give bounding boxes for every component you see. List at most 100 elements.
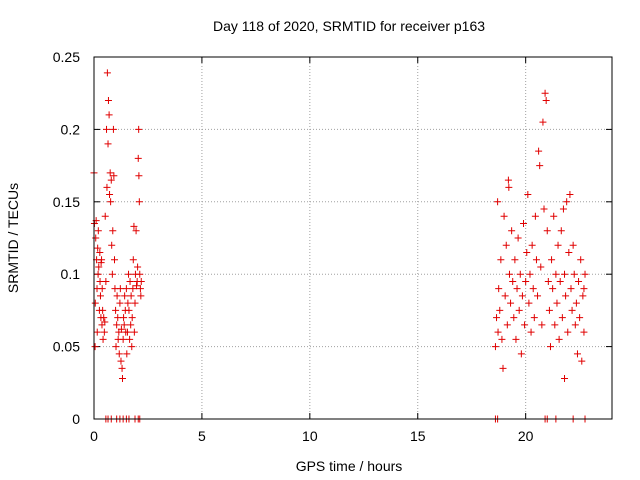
data-point (100, 328, 108, 336)
data-point (568, 306, 576, 314)
data-point (102, 277, 110, 285)
data-point (498, 335, 506, 343)
data-point (106, 169, 114, 177)
data-point (98, 285, 106, 293)
data-point (122, 285, 130, 293)
data-point (515, 306, 523, 314)
data-point (579, 292, 587, 300)
data-point (499, 364, 507, 372)
grid-lines (94, 57, 612, 419)
data-point (106, 191, 114, 199)
y-axis-label: SRMTID / TECUs (5, 183, 21, 293)
data-point (508, 227, 516, 235)
data-point (541, 89, 549, 97)
data-point (125, 306, 133, 314)
data-point (494, 328, 502, 336)
data-point (113, 321, 121, 329)
data-point (115, 350, 123, 358)
data-point (120, 321, 128, 329)
data-point (96, 248, 104, 256)
data-point (130, 328, 138, 336)
data-point (99, 306, 107, 314)
y-tick-label: 0.05 (53, 339, 80, 355)
data-point (549, 285, 557, 293)
data-point (538, 321, 546, 329)
y-tick-label: 0.25 (53, 49, 80, 65)
data-point (518, 292, 526, 300)
data-point (572, 299, 580, 307)
data-point (134, 154, 142, 162)
data-point (554, 241, 562, 249)
data-point (112, 306, 120, 314)
data-point (107, 176, 115, 184)
data-point (558, 314, 566, 322)
chart-title: Day 118 of 2020, SRMTID for receiver p16… (213, 18, 485, 34)
axis-ticks: 0 5 10 15 20 0 0.05 0.1 0.15 0.2 0.25 (53, 49, 612, 444)
data-point (125, 270, 133, 278)
data-point (118, 364, 126, 372)
data-point (505, 270, 513, 278)
data-point (561, 270, 569, 278)
data-point (94, 270, 102, 278)
data-point (135, 172, 143, 180)
data-point (513, 285, 521, 293)
data-point (536, 162, 544, 170)
data-point (117, 325, 125, 333)
data-point (527, 328, 535, 336)
data-point (105, 111, 113, 119)
data-point (522, 277, 530, 285)
data-point (99, 335, 107, 343)
data-point (575, 277, 583, 285)
data-point (514, 234, 522, 242)
data-point (571, 321, 579, 329)
data-point (546, 343, 554, 351)
data-point (542, 96, 550, 104)
x-tick-label: 0 (90, 428, 98, 444)
data-point (544, 277, 552, 285)
data-point (580, 285, 588, 293)
data-point (531, 212, 539, 220)
data-point (129, 256, 137, 264)
data-point (109, 125, 117, 133)
data-point (505, 183, 513, 191)
data-point (512, 335, 520, 343)
data-point (103, 69, 111, 77)
data-point (577, 256, 585, 264)
data-point (117, 357, 125, 365)
data-point (130, 222, 138, 230)
data-point (529, 285, 537, 293)
data-point (93, 328, 101, 336)
data-point (517, 350, 525, 358)
data-point (108, 241, 116, 249)
data-point (127, 292, 135, 300)
data-point (581, 270, 589, 278)
data-point (123, 328, 131, 336)
data-point (561, 374, 569, 382)
data-point (136, 285, 144, 293)
x-tick-label: 10 (302, 428, 318, 444)
data-point (545, 306, 553, 314)
data-point (539, 118, 547, 126)
data-point (507, 299, 515, 307)
data-point (124, 299, 132, 307)
data-point (570, 270, 578, 278)
data-point (551, 321, 559, 329)
data-point (532, 256, 540, 264)
x-tick-label: 15 (410, 428, 426, 444)
data-point (535, 147, 543, 155)
data-point (573, 350, 581, 358)
data-point (548, 256, 556, 264)
data-point (104, 96, 112, 104)
data-point (98, 256, 106, 264)
data-point (555, 335, 563, 343)
y-tick-label: 0.1 (61, 266, 81, 282)
data-point (578, 357, 586, 365)
plot-frame (93, 56, 613, 420)
data-point (128, 314, 136, 322)
data-point (504, 176, 512, 184)
x-axis-label: GPS time / hours (296, 458, 403, 474)
data-point (503, 321, 511, 329)
data-point (119, 335, 127, 343)
data-point (108, 270, 116, 278)
